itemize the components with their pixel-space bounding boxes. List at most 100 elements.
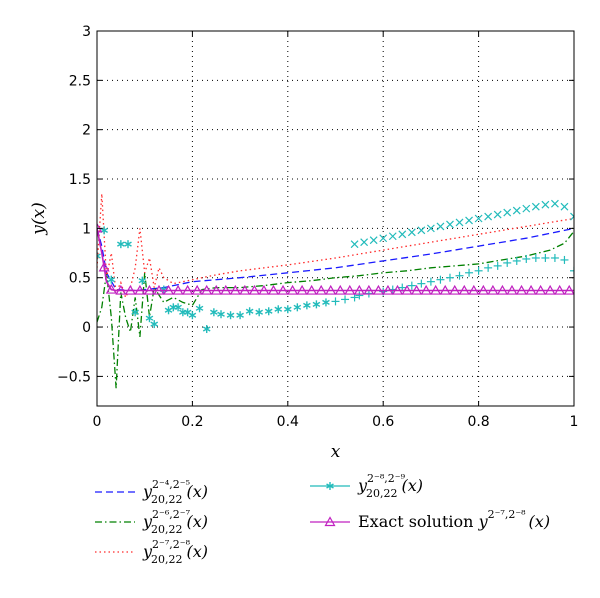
y-tick-label: 2 [82, 123, 91, 139]
legend-label: Exact solution y2⁻⁷,2⁻⁸ (x) [358, 508, 550, 531]
data-point-asterisk [174, 303, 182, 312]
data-point-triangle [143, 284, 155, 295]
data-point-triangle [496, 284, 508, 295]
data-point-asterisk [117, 240, 125, 249]
data-point-triangle [105, 283, 117, 294]
data-point-plus [417, 279, 426, 288]
data-point-triangle [372, 284, 384, 295]
data-point-asterisk [283, 305, 292, 314]
data-point-cross [446, 220, 454, 229]
data-point-asterisk [100, 226, 108, 235]
data-point-cross [531, 202, 540, 211]
data-point-triangle [516, 284, 528, 295]
data-point-triangle [477, 284, 489, 295]
data-point-triangle [306, 284, 318, 295]
data-point-triangle [315, 284, 327, 295]
data-point-plus [407, 281, 416, 290]
data-point-plus [455, 271, 464, 280]
data-point-asterisk [150, 320, 159, 329]
data-point-cross [455, 218, 464, 227]
data-point-cross [407, 228, 416, 237]
legend-label: y2⁻⁷,2⁻⁸ 20,22 (x) [142, 538, 208, 566]
data-point-asterisk [236, 311, 244, 320]
data-point-cross [465, 216, 473, 225]
data-point-triangle [124, 284, 136, 295]
data-point-plus [531, 253, 540, 262]
series-line [97, 193, 574, 300]
data-point-triangle [506, 284, 518, 295]
x-axis-label: x [331, 442, 341, 462]
data-point-asterisk [303, 301, 311, 310]
legend-entry-5: Exact solution y2⁻⁷,2⁻⁸ (x) [310, 508, 550, 531]
data-point-cross [474, 214, 483, 223]
data-point-asterisk [245, 307, 254, 316]
data-point-asterisk [264, 307, 273, 316]
y-tick-label: −0.5 [57, 369, 91, 385]
data-point-plus [426, 277, 435, 286]
axes-frame [96, 30, 575, 407]
y-tick-label: 1.5 [69, 172, 91, 188]
data-point-plus [512, 256, 521, 265]
data-point-asterisk [255, 308, 264, 317]
x-tick-label: 0 [93, 414, 102, 430]
grid [97, 30, 574, 406]
data-point-cross [388, 232, 397, 241]
series-4 [97, 226, 574, 334]
legend-label: y2⁻⁸,2⁻⁹ 20,22 (x) [357, 472, 423, 500]
data-point-triangle [363, 284, 375, 295]
data-point-asterisk [195, 304, 204, 313]
data-point-asterisk [138, 276, 147, 285]
series-2 [97, 230, 574, 389]
data-point-triangle [391, 284, 404, 295]
data-point-asterisk [274, 305, 283, 314]
data-point-asterisk [293, 303, 302, 312]
data-point-asterisk [124, 240, 132, 249]
data-point-triangle [115, 284, 127, 295]
data-point-plus [541, 253, 550, 262]
data-point-plus [503, 258, 512, 267]
series-4-cross-marks [350, 199, 574, 249]
data-point-asterisk [145, 314, 154, 323]
series-5 [97, 222, 574, 295]
data-point-cross [417, 226, 426, 235]
data-point-triangle [287, 284, 299, 295]
data-point-triangle [563, 284, 574, 295]
data-point-triangle [487, 284, 499, 295]
data-point-asterisk [202, 325, 211, 334]
data-point-plus [341, 295, 350, 304]
data-point-triangle [134, 284, 146, 295]
data-point-asterisk [322, 298, 330, 307]
data-point-triangle [163, 284, 175, 295]
y-tick-label: 2.5 [69, 73, 91, 89]
x-tick-label: 0.4 [277, 414, 299, 430]
data-point-asterisk [326, 482, 334, 490]
data-point-triangle [544, 284, 556, 295]
data-point-asterisk [188, 311, 197, 320]
data-point-triangle [229, 284, 241, 295]
data-point-triangle [324, 516, 336, 527]
data-point-cross [522, 204, 531, 213]
data-point-triangle [554, 284, 566, 295]
data-point-triangle [258, 284, 270, 295]
data-point-triangle [353, 284, 365, 295]
series-line [97, 227, 574, 292]
x-tick-label: 0.6 [372, 414, 394, 430]
plot-area [97, 193, 574, 389]
series-line [97, 230, 574, 389]
y-tick-label: 0 [82, 320, 91, 336]
data-point-cross [426, 224, 435, 233]
data-point-cross [512, 206, 521, 215]
data-point-asterisk [107, 275, 116, 284]
y-axis-label: y(x) [29, 202, 49, 235]
data-point-asterisk [226, 311, 235, 320]
data-point-triangle [239, 284, 251, 295]
data-point-cross [369, 236, 378, 245]
data-point-plus [436, 275, 445, 284]
data-point-triangle [296, 284, 308, 295]
data-point-triangle [382, 284, 394, 295]
data-point-plus [570, 266, 574, 275]
data-point-plus [355, 291, 364, 300]
y-tick-label: 3 [82, 24, 91, 40]
data-point-cross [541, 200, 550, 209]
